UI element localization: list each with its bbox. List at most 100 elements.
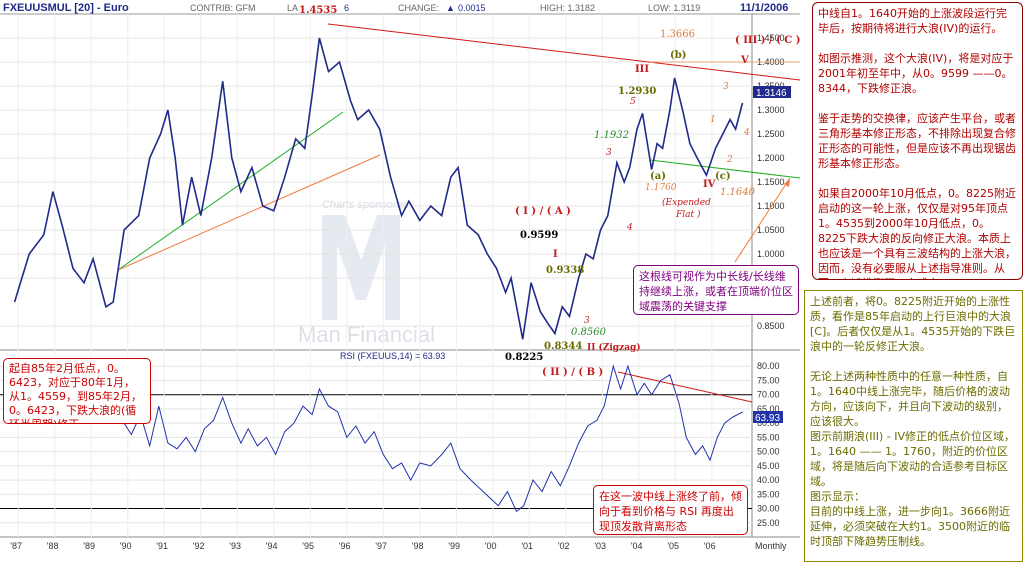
label-1-3666: 1.3666 xyxy=(660,29,695,40)
rsi-y-tick-label: 30.00 xyxy=(757,504,780,514)
last-rsi-label: 63.93 xyxy=(755,413,780,424)
x-tick-label: '95 xyxy=(302,541,314,551)
rsi-y-tick-label: 25.00 xyxy=(757,518,780,528)
change-value: 0.0015 xyxy=(458,3,486,13)
change-label: CHANGE: xyxy=(398,3,439,13)
x-tick-label: '01 xyxy=(521,541,533,551)
watermark-logo-icon xyxy=(322,215,400,320)
label-wave-I: I xyxy=(553,249,558,260)
label-num-3: 3 xyxy=(606,148,612,158)
rsi-y-axis: 25.00 30.00 35.00 40.00 45.00 50.00 55.00 60.00… xyxy=(757,361,780,528)
label-wave-II-zigzag: II (Zigzag) xyxy=(587,342,641,353)
x-tick-label: '99 xyxy=(448,541,460,551)
label-wave-a: (a) xyxy=(650,171,666,182)
analysis-note-top: 中线自1。1640开始的上涨波段运行完毕后，按期待将进行大浪(IV)的运行。 如… xyxy=(812,2,1023,280)
low-label: LOW: 1.3119 xyxy=(648,3,700,13)
label-1-4535: 1.4535 xyxy=(299,5,337,16)
x-tick-label: '89 xyxy=(83,541,95,551)
label-num-3b: 3 xyxy=(584,316,590,326)
symbol-title: FXEUUSMUL [20] - Euro xyxy=(3,2,129,14)
support-line-note: 这根线可视作为中长线/长线维持继续上涨，或者在顶端价位区域震荡的关键支撑 xyxy=(633,265,799,315)
header-date: 11/1/2006 xyxy=(740,2,788,14)
x-tick-label: '04 xyxy=(631,541,643,551)
rsi-divergence-line xyxy=(617,371,753,403)
label-0-8560: 0.8560 xyxy=(571,327,607,338)
label-num-1: 1 xyxy=(710,115,716,125)
label-wave-III: III xyxy=(635,64,649,75)
last-value: 6 xyxy=(344,3,349,13)
x-tick-label: '06 xyxy=(704,541,716,551)
pointer-arrow-line xyxy=(734,177,791,263)
label-num-4: 4 xyxy=(626,223,633,233)
x-tick-label: '98 xyxy=(412,541,424,551)
label-num-2: 2 xyxy=(726,155,733,165)
wave-annotations: 1.4535 0.8225 0.9599 0.9338 0.8560 0.834… xyxy=(299,5,800,378)
label-expanded-flat-1: (Expended xyxy=(662,197,711,208)
watermark-sponsor: Charts sponsored xyxy=(322,199,410,211)
pointer-arrow-head-icon xyxy=(784,178,790,187)
label-expanded-flat-2: Flat ) xyxy=(675,209,701,220)
x-tick-label: '96 xyxy=(339,541,351,551)
rsi-y-tick-label: 65.00 xyxy=(757,404,780,414)
x-tick-label: '87 xyxy=(10,541,22,551)
label-1-2930: 1.2930 xyxy=(618,86,656,97)
rsi-y-tick-label: 70.00 xyxy=(757,390,780,400)
price-y-tick-label: 0.8500 xyxy=(757,321,785,331)
price-gridlines xyxy=(0,37,752,327)
price-y-tick-label: 1.4500 xyxy=(757,33,785,43)
label-num-4b: 4 xyxy=(743,128,750,138)
last-rsi-box xyxy=(753,411,783,423)
rsi-title: RSI (FXEUUS,14) = 63.93 xyxy=(340,351,445,361)
rsi-y-tick-label: 45.00 xyxy=(757,461,780,471)
x-tick-label: '94 xyxy=(266,541,278,551)
label-wave-b: (b) xyxy=(670,50,686,61)
label-0-8225: 0.8225 xyxy=(505,352,543,363)
x-tick-label: '02 xyxy=(558,541,570,551)
x-tick-label: '92 xyxy=(193,541,205,551)
change-arrow-icon: ▲ xyxy=(446,3,455,13)
label-1-1760: 1.1760 xyxy=(645,183,677,193)
x-tick-label: '05 xyxy=(667,541,679,551)
price-y-tick-label: 1.1500 xyxy=(757,177,785,187)
rsi-y-tick-label: 35.00 xyxy=(757,489,780,499)
label-0-9338: 0.9338 xyxy=(546,265,584,276)
label-wave-V: V xyxy=(740,55,749,66)
label-num-5: 5 xyxy=(630,97,636,107)
rsi-y-tick-label: 60.00 xyxy=(757,418,780,428)
x-tick-label: '93 xyxy=(229,541,241,551)
analysis-note-bottom: 上述前者，将0。8225附近开始的上涨性质，看作是85年启动的上行巨浪中的大浪[… xyxy=(804,290,1023,562)
x-tick-label: '03 xyxy=(594,541,606,551)
last-label: LA xyxy=(287,3,298,13)
label-wave-IV: IV xyxy=(703,179,716,190)
top-resistance-line xyxy=(327,23,801,81)
x-axis-ticks: '87 '88 '89 '90 '91 '92 '93 '94 '95 '96 '97 '98 '99 '… xyxy=(10,14,716,551)
label-num-3c: 3 xyxy=(723,82,729,92)
label-wave-III-C: ( III ) / ( C ) xyxy=(735,35,800,46)
price-y-tick-label: 1.1000 xyxy=(757,201,785,211)
price-y-tick-label: 1.0000 xyxy=(757,249,785,259)
x-tick-label: '90 xyxy=(120,541,132,551)
rsi-y-tick-label: 75.00 xyxy=(757,375,780,385)
label-wave-I-A: ( I ) / ( A ) xyxy=(515,206,571,217)
high-label: HIGH: 1.3182 xyxy=(540,3,595,13)
label-0-8344: 0.8344 xyxy=(544,341,582,352)
x-tick-label: '97 xyxy=(375,541,387,551)
x-tick-label: '91 xyxy=(156,541,168,551)
rsi-y-tick-label: 40.00 xyxy=(757,475,780,485)
chart-header: FXEUUSMUL [20] - Euro CONTRIB: GFM LA 6 … xyxy=(3,2,788,14)
price-y-tick-label: 1.2000 xyxy=(757,153,785,163)
rsi-y-tick-label: 55.00 xyxy=(757,432,780,442)
label-wave-II-B: ( II ) / ( B ) xyxy=(542,367,603,378)
label-1-1640: 1.1640 xyxy=(720,187,756,198)
price-y-tick-label: 1.3000 xyxy=(757,105,785,115)
rsi-y-tick-label: 50.00 xyxy=(757,447,780,457)
orange-support-line xyxy=(117,154,381,271)
x-tick-label: '88 xyxy=(47,541,59,551)
label-0-9599: 0.9599 xyxy=(520,230,558,241)
x-tick-label: '00 xyxy=(485,541,497,551)
label-1-1932: 1.1932 xyxy=(594,130,629,141)
last-price-label: 1.3146 xyxy=(756,88,787,99)
contrib-label: CONTRIB: GFM xyxy=(190,3,256,13)
label-wave-c: (c) xyxy=(715,171,731,182)
watermark: Charts sponsored Man Financial xyxy=(298,199,435,347)
